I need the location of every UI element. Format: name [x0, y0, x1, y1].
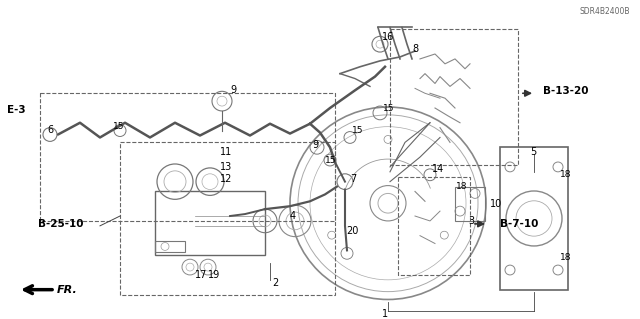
Text: 4: 4: [290, 211, 296, 221]
Bar: [155, 191, 265, 255]
Text: B-7-10: B-7-10: [500, 219, 538, 229]
Text: 12: 12: [220, 174, 232, 184]
Bar: [155, 241, 185, 252]
Text: 15: 15: [325, 156, 337, 165]
Text: 14: 14: [432, 164, 444, 174]
Text: 20: 20: [346, 226, 358, 236]
Text: 2: 2: [272, 278, 278, 288]
Text: SDR4B2400B: SDR4B2400B: [580, 7, 630, 16]
Text: 18: 18: [560, 170, 572, 179]
Text: 17: 17: [195, 270, 207, 280]
Text: 9: 9: [312, 140, 318, 150]
Bar: [398, 177, 470, 275]
Bar: [455, 187, 485, 221]
Bar: [40, 93, 335, 221]
Text: 13: 13: [220, 162, 232, 172]
Text: 7: 7: [350, 174, 356, 184]
Text: E-3: E-3: [7, 105, 26, 115]
Text: 9: 9: [230, 85, 236, 95]
Text: 6: 6: [47, 125, 53, 135]
Text: FR.: FR.: [57, 285, 77, 295]
Text: 15: 15: [352, 126, 364, 135]
Text: B-25-10: B-25-10: [38, 219, 83, 229]
Text: 15: 15: [113, 122, 125, 131]
Bar: [500, 147, 568, 290]
Text: 3: 3: [468, 216, 474, 226]
Text: 16: 16: [382, 32, 394, 42]
Text: B-13-20: B-13-20: [543, 86, 589, 96]
Bar: [390, 29, 518, 165]
Text: 18: 18: [456, 182, 467, 191]
Text: 19: 19: [208, 270, 220, 280]
Text: 1: 1: [382, 309, 388, 319]
Text: 15: 15: [383, 103, 394, 113]
Text: 5: 5: [530, 147, 536, 157]
Text: 8: 8: [412, 44, 418, 54]
Bar: [120, 142, 335, 294]
Text: 11: 11: [220, 147, 232, 157]
Text: 10: 10: [490, 199, 502, 209]
Text: 18: 18: [560, 253, 572, 262]
